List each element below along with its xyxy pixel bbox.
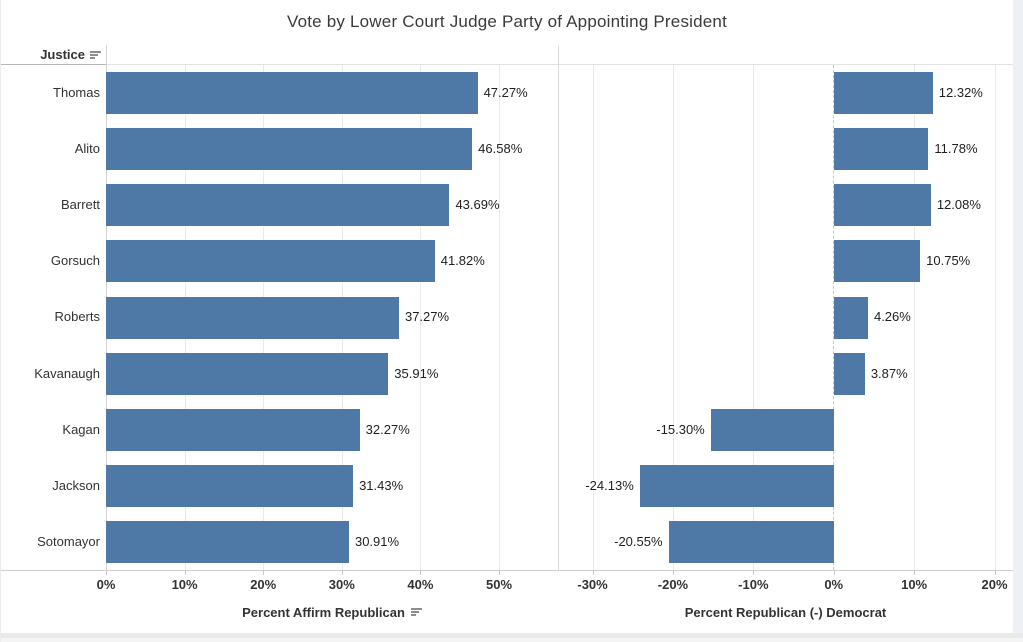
header-underline xyxy=(1,64,106,65)
axis-line xyxy=(1,570,1013,571)
bar-kavanaugh-panel2[interactable] xyxy=(833,352,865,395)
row-label-alito[interactable]: Alito xyxy=(74,141,100,157)
gridline xyxy=(914,65,916,570)
bar-thomas-panel2[interactable] xyxy=(833,72,933,115)
bar-roberts-panel2[interactable] xyxy=(833,296,868,339)
row-label-roberts[interactable]: Roberts xyxy=(54,309,100,325)
axis-tick-mark xyxy=(592,570,594,575)
axis-tick-mark xyxy=(914,570,916,575)
gridline xyxy=(994,65,996,570)
axis-title-left-label: Percent Affirm Republican xyxy=(242,604,405,620)
bar-value-label: 35.91% xyxy=(394,365,439,381)
bar-value-label: -20.55% xyxy=(614,533,663,549)
row-label-sotomayor[interactable]: Sotomayor xyxy=(37,533,100,549)
axis-tick-label: 20% xyxy=(250,577,277,592)
bar-alito-panel1[interactable] xyxy=(106,128,473,171)
axis-tick-mark xyxy=(263,570,265,575)
axis-tick-mark xyxy=(420,570,422,575)
chart-title: Vote by Lower Court Judge Party of Appoi… xyxy=(286,12,728,31)
bar-gorsuch-panel2[interactable] xyxy=(833,240,921,283)
axis-tick-mark xyxy=(994,570,996,575)
gridline xyxy=(499,65,501,570)
plot-top-border xyxy=(106,64,1013,65)
zero-reference-line xyxy=(832,65,834,570)
row-label-jackson[interactable]: Jackson xyxy=(52,477,100,493)
justice-header-label: Justice xyxy=(40,47,85,62)
bar-value-label: -24.13% xyxy=(585,477,634,493)
axis-tick-label: 10% xyxy=(901,577,928,592)
bar-sotomayor-panel1[interactable] xyxy=(106,520,349,563)
gridline xyxy=(753,65,755,570)
axis-tick-label: 40% xyxy=(407,577,434,592)
bar-value-label: 31.43% xyxy=(359,477,404,493)
bar-gorsuch-panel1[interactable] xyxy=(106,240,435,283)
axis-tick-mark xyxy=(753,570,755,575)
bar-value-label: 12.08% xyxy=(936,197,981,213)
axis-tick-mark xyxy=(341,570,343,575)
bar-value-label: 47.27% xyxy=(483,85,528,100)
axis-tick-mark xyxy=(499,570,501,575)
axis-tick-mark xyxy=(184,570,186,575)
sort-descending-icon xyxy=(90,50,101,59)
bar-value-label: -15.30% xyxy=(656,421,705,437)
axis-tick-mark xyxy=(672,570,674,575)
axis-tick-label: 10% xyxy=(171,577,198,592)
gridline xyxy=(592,65,594,570)
bar-value-label: 46.58% xyxy=(478,141,523,157)
bar-value-label: 32.27% xyxy=(365,421,410,437)
row-label-thomas[interactable]: Thomas xyxy=(53,85,100,100)
bar-barrett-panel2[interactable] xyxy=(833,184,931,227)
row-label-kagan[interactable]: Kagan xyxy=(62,421,100,437)
bar-value-label: 3.87% xyxy=(870,365,908,381)
right-edge-strip xyxy=(1013,0,1023,633)
bar-value-label: 11.78% xyxy=(934,141,978,157)
bar-value-label: 37.27% xyxy=(404,309,450,325)
gridline xyxy=(672,65,674,570)
bar-value-label: 10.75% xyxy=(926,253,971,269)
panel-divider xyxy=(558,45,559,570)
bar-value-label: 43.69% xyxy=(455,197,500,213)
bar-kagan-panel2[interactable] xyxy=(710,408,834,451)
axis-title-percent-affirm-republican[interactable]: Percent Affirm Republican xyxy=(106,602,558,622)
axis-tick-mark xyxy=(106,570,107,575)
gridline xyxy=(420,65,422,570)
bottom-edge-strip xyxy=(1,633,1023,638)
bar-kagan-panel1[interactable] xyxy=(106,408,360,451)
justice-column-sort-header[interactable]: Justice xyxy=(1,45,101,64)
bottom-edge-strip-lower xyxy=(1,638,1023,642)
axis-title-percent-republican-minus-democrat: Percent Republican (-) Democrat xyxy=(558,602,1013,622)
bar-kavanaugh-panel1[interactable] xyxy=(106,352,389,395)
bar-sotomayor-panel2[interactable] xyxy=(668,520,834,563)
axis-tick-mark xyxy=(833,570,835,575)
row-label-gorsuch[interactable]: Gorsuch xyxy=(50,253,100,269)
bar-alito-panel2[interactable] xyxy=(833,128,929,171)
row-label-kavanaugh[interactable]: Kavanaugh xyxy=(34,365,100,381)
axis-tick-label: -30% xyxy=(577,577,608,592)
row-label-barrett[interactable]: Barrett xyxy=(60,197,100,213)
axis-tick-label: 20% xyxy=(981,577,1008,592)
axis-tick-label: 50% xyxy=(486,577,513,592)
axis-tick-label: 0% xyxy=(824,577,844,592)
axis-tick-label: 30% xyxy=(328,577,355,592)
bar-value-label: 12.32% xyxy=(938,85,983,100)
axis-tick-label: -10% xyxy=(738,577,769,592)
bar-jackson-panel2[interactable] xyxy=(639,464,834,507)
bar-value-label: 4.26% xyxy=(873,309,911,325)
bar-roberts-panel1[interactable] xyxy=(106,296,399,339)
axis-tick-label: -20% xyxy=(657,577,689,592)
axis-title-right-label: Percent Republican (-) Democrat xyxy=(684,604,887,620)
bar-thomas-panel1[interactable] xyxy=(106,72,478,115)
bar-value-label: 30.91% xyxy=(354,533,400,549)
sort-descending-icon xyxy=(410,608,422,616)
bar-value-label: 41.82% xyxy=(440,253,485,269)
axis-tick-label: 0% xyxy=(96,577,116,592)
bar-jackson-panel1[interactable] xyxy=(106,464,354,507)
bar-barrett-panel1[interactable] xyxy=(106,184,450,227)
